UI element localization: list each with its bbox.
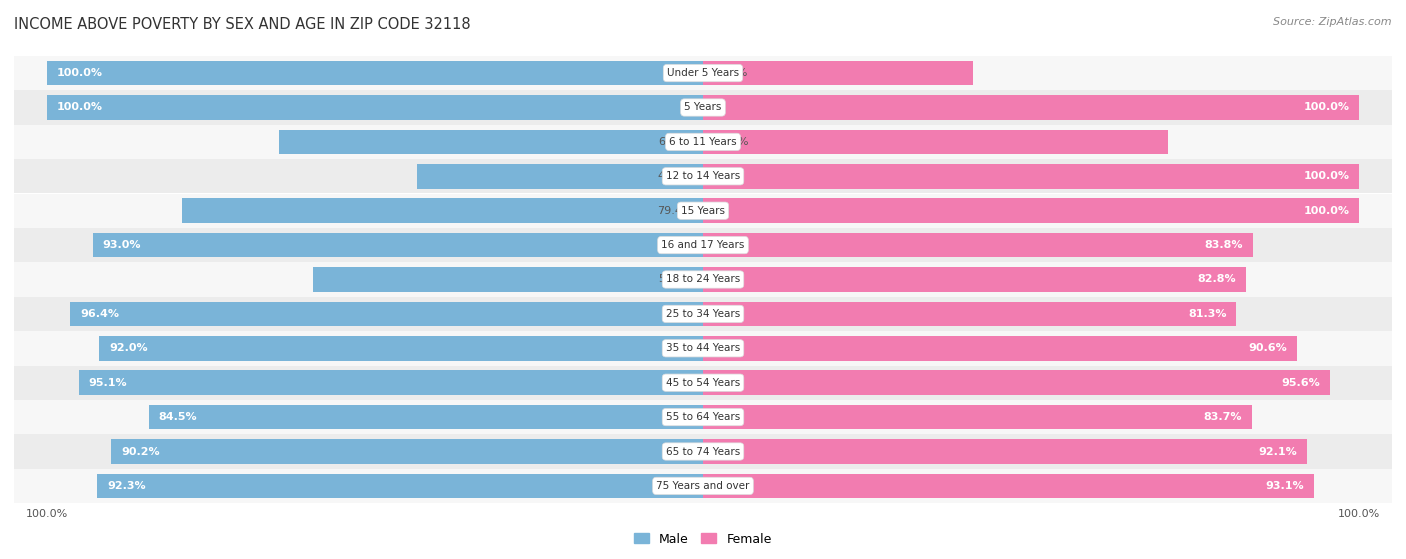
Bar <box>0 159 1406 193</box>
Text: 84.5%: 84.5% <box>159 412 197 422</box>
Bar <box>0 468 1406 503</box>
Bar <box>79 370 703 395</box>
Text: 92.0%: 92.0% <box>110 343 148 353</box>
Text: 43.6%: 43.6% <box>658 171 693 181</box>
Bar <box>703 233 1253 258</box>
Bar <box>703 61 973 86</box>
Bar <box>703 130 1168 154</box>
Bar <box>703 95 1360 120</box>
Text: 81.3%: 81.3% <box>1188 309 1226 319</box>
Bar <box>312 267 703 292</box>
Bar <box>703 370 1330 395</box>
Text: 12 to 14 Years: 12 to 14 Years <box>666 171 740 181</box>
Text: 18 to 24 Years: 18 to 24 Years <box>666 274 740 285</box>
Bar <box>703 267 1246 292</box>
Text: 25 to 34 Years: 25 to 34 Years <box>666 309 740 319</box>
Bar <box>703 405 1253 429</box>
Text: 100.0%: 100.0% <box>1303 102 1350 112</box>
Text: 82.8%: 82.8% <box>1198 274 1236 285</box>
Text: 93.1%: 93.1% <box>1265 481 1303 491</box>
Text: 92.3%: 92.3% <box>107 481 146 491</box>
Text: 93.0%: 93.0% <box>103 240 141 250</box>
Bar <box>0 366 1406 400</box>
Legend: Male, Female: Male, Female <box>630 528 776 551</box>
Bar <box>100 336 703 361</box>
Text: 64.6%: 64.6% <box>658 137 693 147</box>
Text: 65 to 74 Years: 65 to 74 Years <box>666 447 740 457</box>
Bar <box>70 301 703 326</box>
Text: 45 to 54 Years: 45 to 54 Years <box>666 378 740 388</box>
Text: 15 Years: 15 Years <box>681 206 725 216</box>
Text: 95.6%: 95.6% <box>1282 378 1320 388</box>
Text: 100.0%: 100.0% <box>1303 206 1350 216</box>
Bar <box>703 336 1298 361</box>
Text: 100.0%: 100.0% <box>56 102 103 112</box>
Bar <box>703 301 1236 326</box>
Bar <box>0 297 1406 331</box>
Bar <box>703 473 1313 498</box>
Text: 83.8%: 83.8% <box>1205 240 1243 250</box>
Bar <box>93 233 703 258</box>
Text: 100.0%: 100.0% <box>56 68 103 78</box>
Text: 41.1%: 41.1% <box>713 68 748 78</box>
Bar <box>280 130 703 154</box>
Text: 35 to 44 Years: 35 to 44 Years <box>666 343 740 353</box>
Bar <box>0 125 1406 159</box>
Bar <box>703 439 1308 464</box>
Bar <box>0 91 1406 125</box>
Text: 55 to 64 Years: 55 to 64 Years <box>666 412 740 422</box>
Text: 5 Years: 5 Years <box>685 102 721 112</box>
Bar <box>0 262 1406 297</box>
Bar <box>703 164 1360 189</box>
Text: 83.7%: 83.7% <box>1204 412 1243 422</box>
Bar <box>46 95 703 120</box>
Text: 90.2%: 90.2% <box>121 447 160 457</box>
Text: INCOME ABOVE POVERTY BY SEX AND AGE IN ZIP CODE 32118: INCOME ABOVE POVERTY BY SEX AND AGE IN Z… <box>14 17 471 32</box>
Bar <box>0 228 1406 262</box>
Text: 96.4%: 96.4% <box>80 309 120 319</box>
Bar <box>111 439 703 464</box>
Text: 16 and 17 Years: 16 and 17 Years <box>661 240 745 250</box>
Text: 90.6%: 90.6% <box>1249 343 1288 353</box>
Text: 6 to 11 Years: 6 to 11 Years <box>669 137 737 147</box>
Text: 59.5%: 59.5% <box>658 274 693 285</box>
Bar <box>0 56 1406 91</box>
Text: 95.1%: 95.1% <box>89 378 128 388</box>
Bar <box>97 473 703 498</box>
Text: Source: ZipAtlas.com: Source: ZipAtlas.com <box>1274 17 1392 27</box>
Bar <box>0 331 1406 366</box>
Bar <box>46 61 703 86</box>
Text: Under 5 Years: Under 5 Years <box>666 68 740 78</box>
Bar <box>149 405 703 429</box>
Bar <box>0 193 1406 228</box>
Bar <box>703 198 1360 223</box>
Text: 100.0%: 100.0% <box>1303 171 1350 181</box>
Text: 75 Years and over: 75 Years and over <box>657 481 749 491</box>
Text: 79.4%: 79.4% <box>658 206 693 216</box>
Bar <box>418 164 703 189</box>
Text: 92.1%: 92.1% <box>1258 447 1298 457</box>
Bar <box>0 434 1406 468</box>
Text: 70.9%: 70.9% <box>713 137 748 147</box>
Bar <box>0 400 1406 434</box>
Bar <box>181 198 703 223</box>
